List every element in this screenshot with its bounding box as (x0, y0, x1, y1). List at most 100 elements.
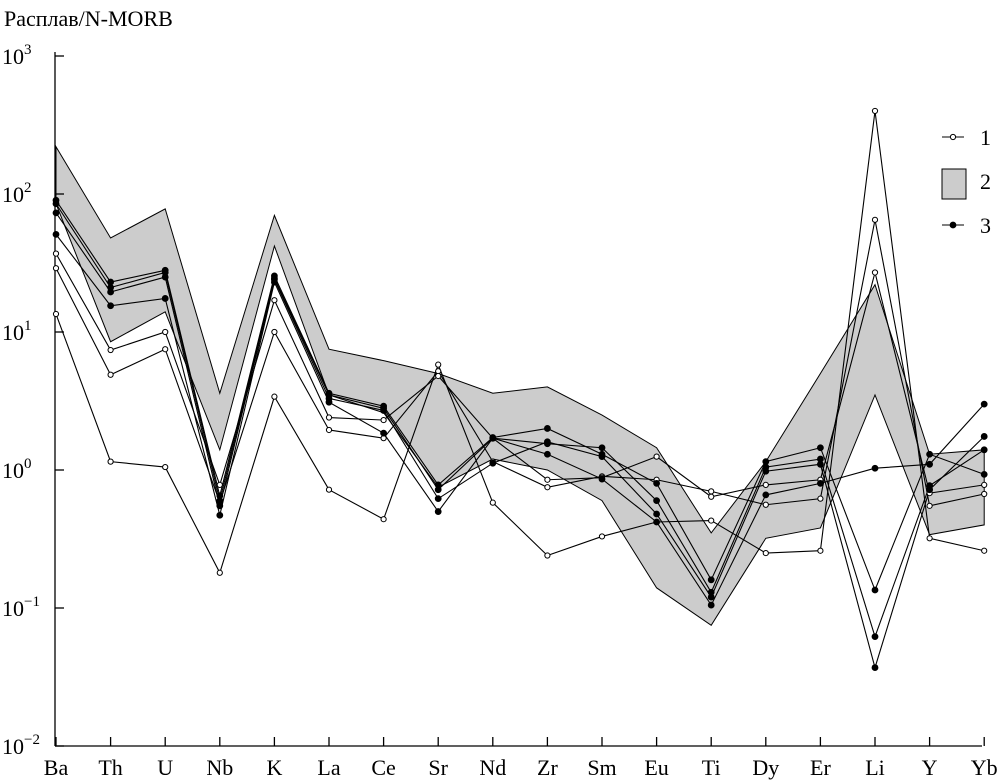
series-1-point-2-Ti (708, 493, 715, 500)
series-3-point-6-Li (871, 586, 879, 594)
series-3-point-5-Yb (980, 446, 988, 454)
series-3-point-5-Li (871, 633, 879, 641)
legend-marker-1 (949, 133, 957, 141)
series-1-point-2-Eu (653, 453, 660, 460)
x-tick-label-K: K (266, 755, 282, 780)
series-1-point-2-La (325, 414, 333, 421)
series-1-point-2-Li (871, 269, 879, 276)
series-3-point-5-Zr (544, 440, 551, 448)
y-tick-label-2: 100 (2, 456, 32, 483)
x-tick-label-Ba: Ba (44, 755, 69, 780)
series-3-point-5-Er (817, 455, 824, 463)
series-3-line-3 (55, 234, 985, 607)
series-3-point-3-Sm (598, 475, 606, 483)
x-tick-label-La: La (317, 755, 340, 780)
series-1-point-0-Yb (981, 547, 988, 554)
series-3-point-3-Dy (762, 491, 770, 499)
series-1-point-0-K (271, 393, 278, 400)
series-1-point-0-Y (926, 535, 933, 542)
x-tick-label-Yb: Yb (971, 755, 998, 780)
series-3-point-3-Yb (980, 400, 988, 408)
series-1-point-1-Zr (544, 484, 551, 491)
series-3-point-5-Dy (762, 463, 770, 471)
series-3-point-6-Zr (544, 425, 551, 432)
series-1-point-1-Er (817, 495, 824, 502)
series-3-point-3-Ba (52, 230, 60, 238)
series-1-point-0-Zr (544, 552, 551, 559)
y-tick-label-0: 10−2 (2, 732, 40, 759)
series-3-point-6-Ce (380, 402, 388, 410)
series-3-point-3-Zr (544, 450, 551, 458)
legend-label-1: 1 (980, 125, 991, 150)
series-1-point-1-Li (871, 216, 879, 223)
x-tick-label-Dy: Dy (752, 755, 779, 780)
series-1-point-1-Y (926, 502, 933, 509)
series-1-point-0-Ce (380, 516, 387, 523)
series-1-point-2-Zr (544, 476, 551, 483)
series-3-point-3-Ti (707, 601, 715, 609)
x-tick-label-Ce: Ce (371, 755, 395, 780)
series-3-point-4-Li (871, 664, 879, 671)
series-3-point-3-Er (817, 479, 824, 487)
legend-swatch-2 (941, 168, 967, 200)
series-3-point-3-Eu (653, 518, 660, 526)
series-3-point-6-Ba (52, 196, 60, 204)
x-tick-label-Ti: Ti (702, 755, 721, 780)
series-3-point-3-Li (871, 464, 879, 472)
series-3-point-5-Y (926, 482, 933, 490)
legend-label-3: 3 (980, 213, 991, 238)
series-1-point-1-Th (107, 371, 114, 378)
x-tick-label-Sm: Sm (587, 755, 616, 780)
series-1-point-2-Ba (52, 250, 60, 257)
series-1-point-1-Dy (762, 501, 769, 508)
series-3-point-4-Sr (434, 495, 442, 503)
series-1-point-0-Nb (216, 569, 223, 576)
y-tick-label-5: 103 (2, 42, 32, 69)
series-3-point-6-Yb (980, 470, 988, 478)
series-3-line-6 (55, 200, 985, 592)
series-3-point-4-Nd (489, 459, 497, 467)
series-3-point-3-U (161, 295, 169, 302)
series-3-point-4-Ba (52, 209, 60, 217)
y-tick-label-3: 101 (2, 318, 32, 345)
series-3-point-6-Eu (653, 479, 660, 487)
series-1-point-1-Ba (52, 265, 60, 272)
series-1-point-0-Nd (489, 499, 496, 506)
series-1-point-0-Dy (762, 549, 769, 557)
series-3-point-4-Eu (653, 510, 660, 518)
series-1-point-2-K (271, 297, 278, 304)
series-1-point-0-La (325, 486, 333, 493)
series-3-line-4 (55, 212, 985, 670)
series-1-point-2-Yb (981, 481, 988, 488)
series-1-point-0-U (162, 463, 169, 471)
legend-label-2: 2 (980, 169, 991, 194)
series-3-point-3-Sr (434, 508, 442, 515)
series-3-point-6-La (325, 389, 333, 397)
series-3-point-3-Y (926, 460, 933, 468)
series-1-point-2-Sr (435, 372, 442, 380)
series-1-point-0-Sm (598, 533, 606, 540)
y-axis-title: Расплав/N-MORB (4, 6, 173, 31)
series-3-point-4-Yb (980, 433, 988, 440)
series-1-point-2-Ce (380, 416, 387, 424)
x-tick-label-Y: Y (922, 755, 938, 780)
series-1-line-0 (55, 110, 985, 575)
x-tick-label-Sr: Sr (428, 755, 448, 780)
series-3-point-3-Nb (216, 511, 224, 519)
series-3-point-6-Nb (216, 492, 224, 500)
series-3-point-6-Sm (598, 450, 606, 458)
x-tick-label-Eu: Eu (644, 755, 668, 780)
x-tick-label-Nb: Nb (206, 755, 233, 780)
x-tick-label-Zr: Zr (537, 755, 558, 780)
y-tick-label-4: 102 (2, 180, 32, 207)
series-3-point-3-Ce (380, 429, 388, 437)
legend-marker-3 (949, 221, 957, 229)
series-1-point-0-Ba (52, 310, 60, 318)
series-3-point-5-Ti (707, 588, 715, 596)
series-1-point-0-Th (107, 458, 114, 465)
x-tick-label-Nd: Nd (479, 755, 506, 780)
series-1-point-1-U (162, 346, 169, 353)
series-3-point-6-Dy (762, 458, 770, 466)
series-1-point-1-Ti (708, 488, 715, 495)
series-1-point-0-Li (871, 107, 879, 115)
